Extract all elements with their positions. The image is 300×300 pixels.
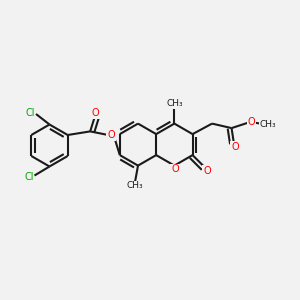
Text: O: O (231, 142, 239, 152)
Text: Cl: Cl (26, 107, 35, 118)
Text: CH₃: CH₃ (126, 182, 143, 190)
Text: O: O (92, 108, 99, 118)
Text: O: O (107, 130, 115, 140)
Text: O: O (172, 164, 179, 175)
Text: O: O (248, 117, 256, 127)
Text: CH₃: CH₃ (166, 99, 183, 108)
Text: CH₃: CH₃ (260, 120, 277, 129)
Text: O: O (203, 166, 211, 176)
Text: Cl: Cl (24, 172, 34, 182)
